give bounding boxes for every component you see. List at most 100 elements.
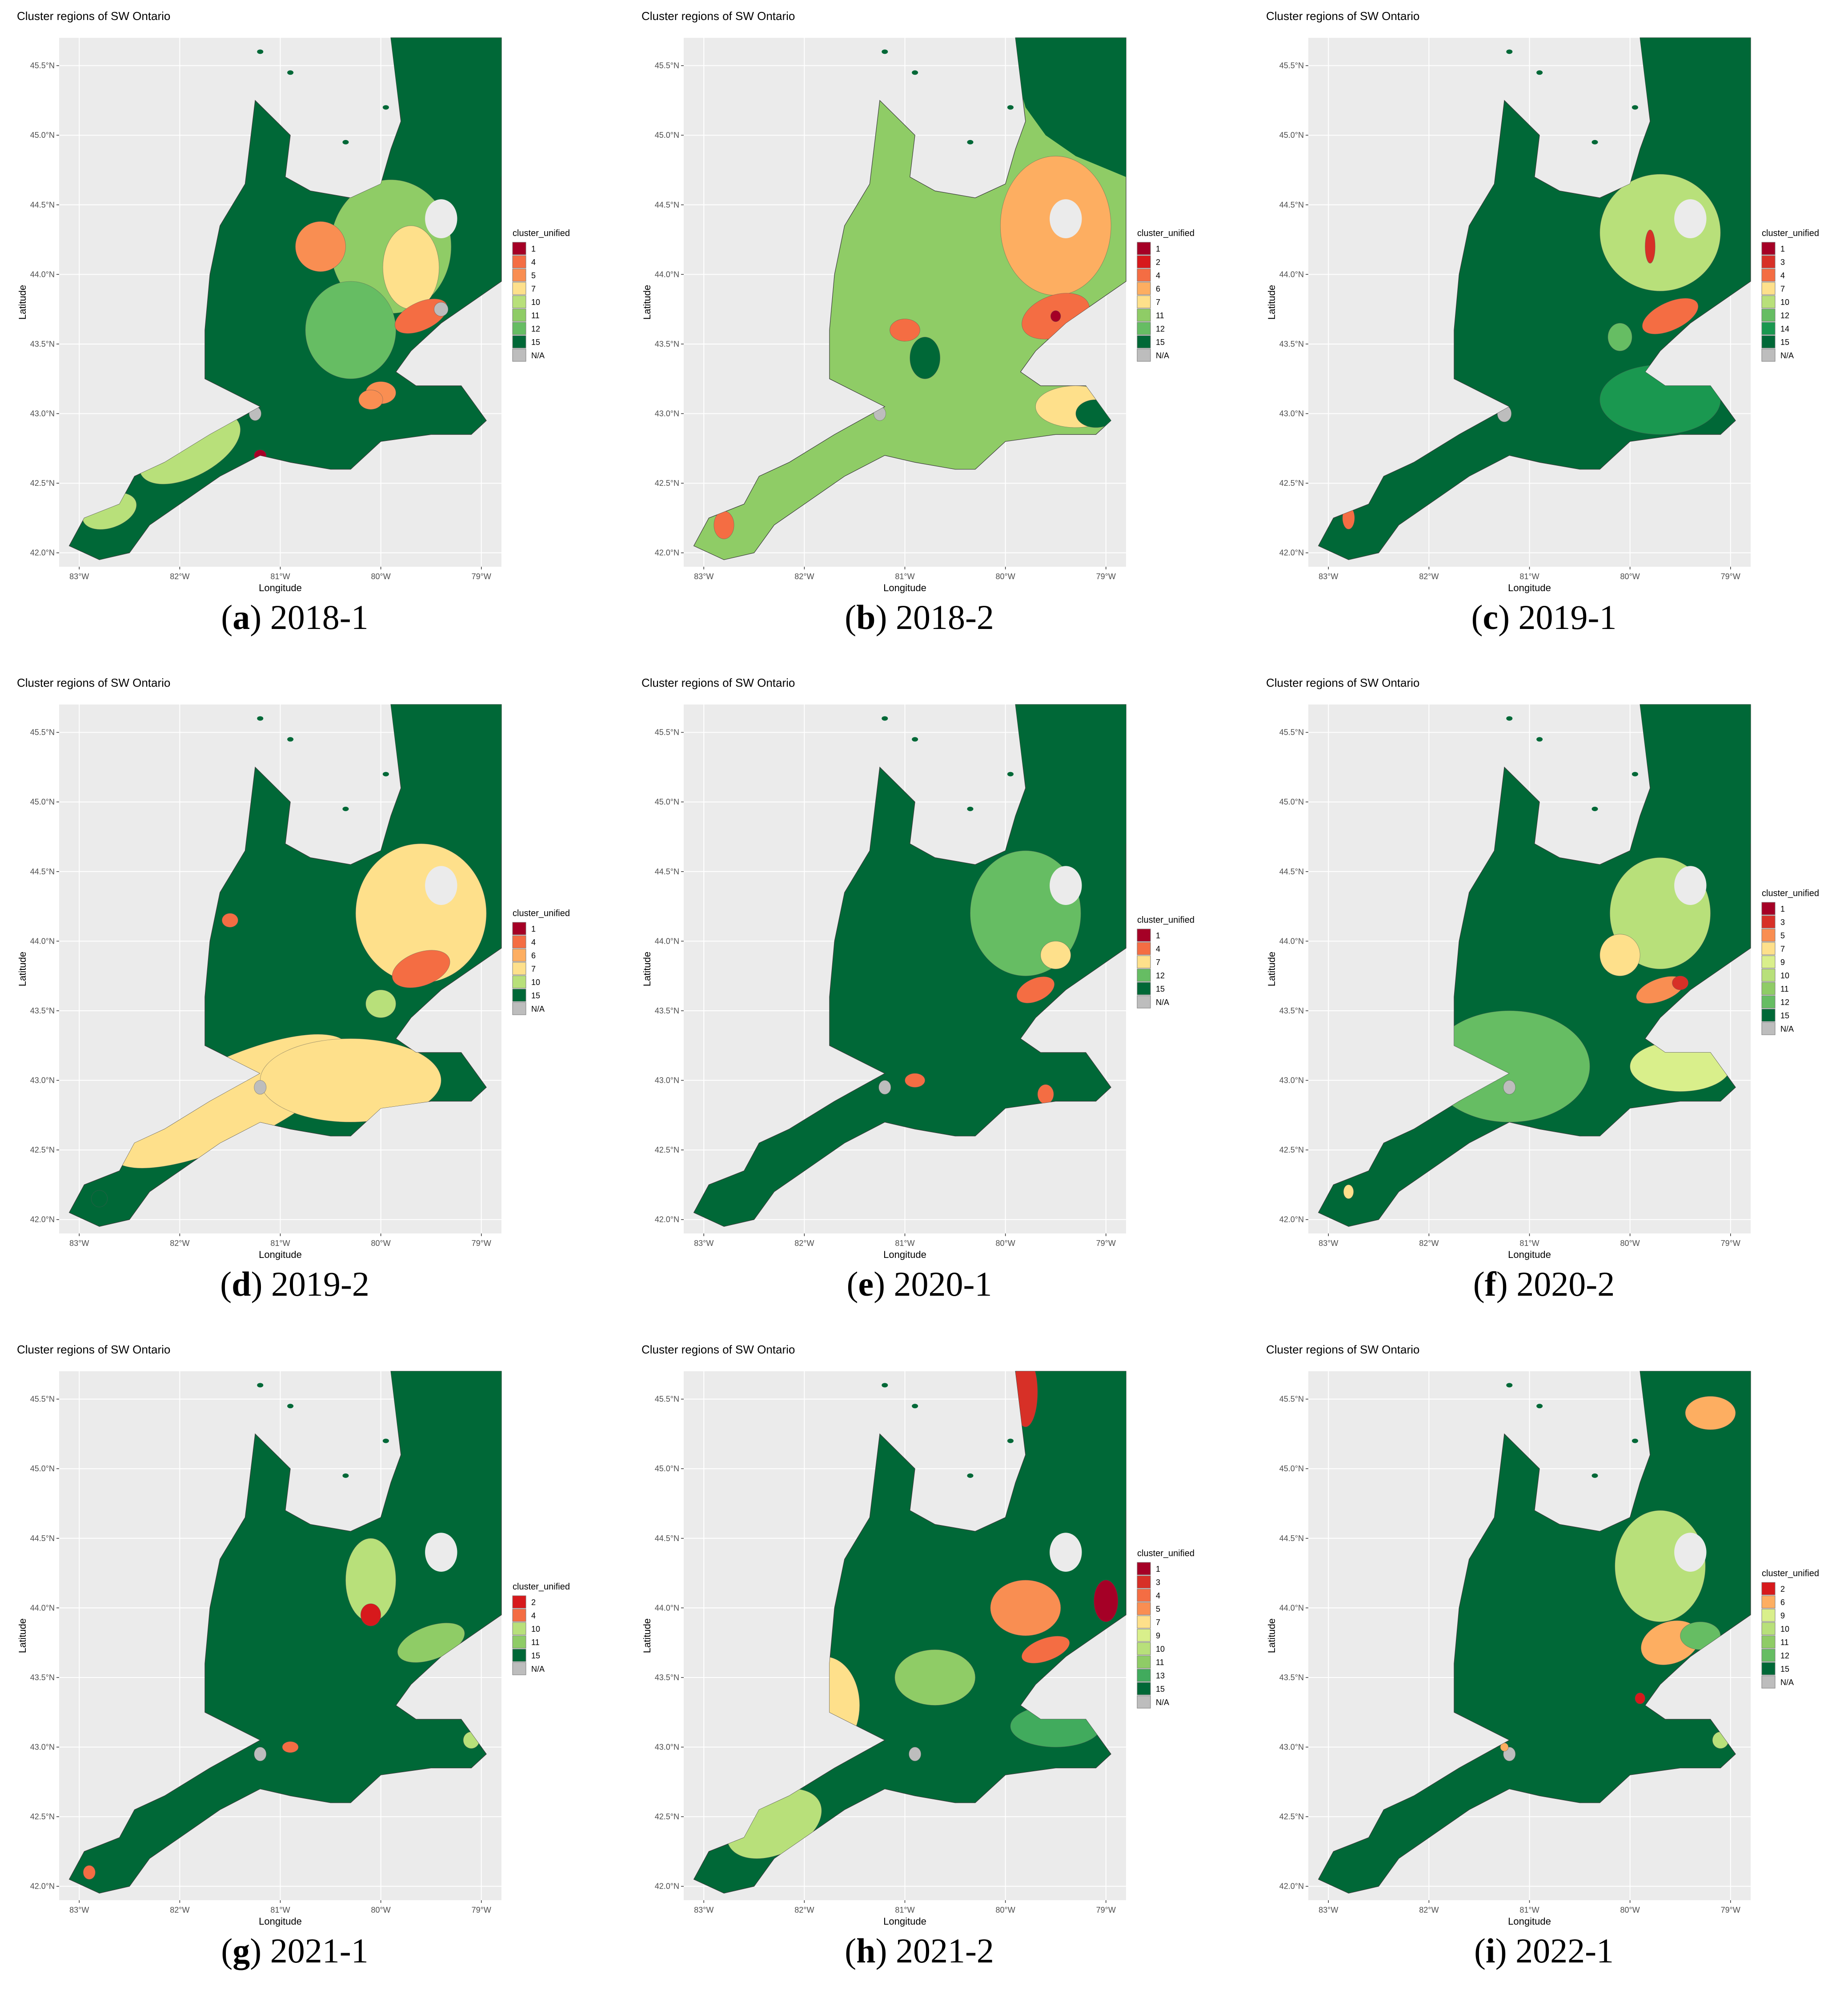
cluster-region-5 xyxy=(358,389,383,410)
cluster-region-2 xyxy=(361,1603,381,1626)
island xyxy=(1007,1438,1014,1443)
legend-swatch xyxy=(1761,1635,1776,1649)
island xyxy=(1506,1383,1513,1388)
legend-label: N/A xyxy=(531,1665,545,1674)
y-axis-title: Latitude xyxy=(641,285,653,320)
legend-label: 15 xyxy=(1780,1011,1789,1020)
cluster-region-12 xyxy=(1607,323,1632,351)
legend-label: N/A xyxy=(1156,1698,1169,1707)
legend-swatch xyxy=(1137,1655,1151,1669)
island xyxy=(382,105,389,110)
cluster-region-10 xyxy=(365,989,396,1018)
legend-label: 7 xyxy=(1156,958,1160,967)
y-axis-title: Latitude xyxy=(1266,285,1277,320)
y-axis-title: Latitude xyxy=(17,952,28,986)
cluster-region-4 xyxy=(1037,1084,1054,1105)
legend-label: 15 xyxy=(1156,338,1165,347)
y-tick-label: 42.5°N xyxy=(30,1812,55,1821)
x-axis-ticks: 83°W 82°W 81°W 80°W 79°W xyxy=(1319,1233,1740,1248)
panel-title: Cluster regions of SW Ontario xyxy=(17,676,170,689)
cluster-region-7 xyxy=(382,225,440,310)
y-axis-title: Latitude xyxy=(1266,1618,1277,1653)
legend-label: 11 xyxy=(531,311,540,320)
legend-title: cluster_unified xyxy=(1762,228,1819,238)
legend: cluster_unified 1 4 7 12 15 N/A xyxy=(1137,915,1195,1009)
y-tick-label: 42.5°N xyxy=(30,479,55,488)
legend-swatch xyxy=(1761,1662,1776,1675)
island xyxy=(1007,105,1014,110)
cluster-region-7 xyxy=(1599,934,1640,977)
legend-swatch xyxy=(1761,1022,1776,1035)
x-tick-label: 82°W xyxy=(170,1906,189,1914)
y-tick-label: 44.5°N xyxy=(655,867,679,876)
legend-title: cluster_unified xyxy=(1137,915,1195,925)
x-axis-ticks: 83°W 82°W 81°W 80°W 79°W xyxy=(1319,1900,1740,1914)
legend-label: 11 xyxy=(1156,1658,1164,1667)
x-tick-label: 81°W xyxy=(270,1906,290,1914)
legend-swatch xyxy=(512,962,526,975)
y-axis-ticks: 42.0°N 42.5°N 43.0°N 43.5°N 44.0°N 44.5°N 45.0… xyxy=(655,728,684,1224)
legend-label: 11 xyxy=(1156,311,1164,320)
island xyxy=(1591,1473,1598,1478)
x-axis-title: Longitude xyxy=(1508,582,1551,593)
legend-swatch xyxy=(1761,915,1776,929)
y-axis-ticks: 42.0°N 42.5°N 43.0°N 43.5°N 44.0°N 44.5°N 45.0… xyxy=(1279,1395,1308,1891)
legend-swatch xyxy=(1137,242,1151,255)
cluster-region-NA xyxy=(434,302,449,316)
island xyxy=(1632,772,1638,777)
y-tick-label: 44.0°N xyxy=(30,270,55,279)
legend-label: 2 xyxy=(531,1598,536,1607)
legend-swatch xyxy=(1137,982,1151,995)
island xyxy=(967,1473,974,1478)
legend-label: 4 xyxy=(531,938,536,947)
panel-caption: (h) 2021-2 xyxy=(845,1931,994,1970)
y-tick-label: 43.5°N xyxy=(1279,340,1304,348)
legend-swatch xyxy=(1761,295,1776,308)
legend-swatch xyxy=(1761,929,1776,942)
legend-label: 7 xyxy=(531,965,536,973)
y-tick-label: 42.5°N xyxy=(1279,479,1304,488)
legend-swatch xyxy=(512,322,526,335)
x-tick-label: 82°W xyxy=(794,1906,814,1914)
island xyxy=(912,1404,918,1409)
y-tick-label: 45.0°N xyxy=(30,1464,55,1473)
shield-region xyxy=(381,38,501,177)
legend-label: 13 xyxy=(1156,1671,1165,1680)
y-tick-label: 43.5°N xyxy=(655,1006,679,1015)
y-tick-label: 42.0°N xyxy=(655,1882,679,1891)
map-panel-c: Cluster regions of SW Ontario 83°W 82°W 81°… xyxy=(1266,9,1819,637)
legend-label: 10 xyxy=(1156,1645,1165,1654)
x-tick-label: 80°W xyxy=(1620,1239,1640,1248)
caption-period: 2019-2 xyxy=(271,1265,369,1303)
x-tick-label: 81°W xyxy=(895,1906,914,1914)
panel-title: Cluster regions of SW Ontario xyxy=(1266,1343,1419,1356)
legend: cluster_unified 1 4 5 7 10 11 12 15 N/A xyxy=(512,228,570,362)
legend-swatch xyxy=(512,348,526,362)
legend-swatch xyxy=(512,282,526,295)
x-tick-label: 83°W xyxy=(1319,1906,1338,1914)
caption-period: 2022-1 xyxy=(1515,1931,1614,1970)
y-tick-label: 44.5°N xyxy=(1279,200,1304,209)
y-tick-label: 45.0°N xyxy=(30,797,55,806)
legend-label: 15 xyxy=(1156,985,1165,993)
y-tick-label: 42.0°N xyxy=(1279,1215,1304,1224)
legend-swatch xyxy=(1137,1695,1151,1709)
legend-swatch xyxy=(1137,268,1151,282)
y-tick-label: 43.0°N xyxy=(30,409,55,418)
legend-swatch xyxy=(1761,348,1776,362)
y-tick-label: 42.0°N xyxy=(655,1215,679,1224)
island xyxy=(1536,737,1543,742)
x-tick-label: 82°W xyxy=(1419,572,1439,581)
x-tick-label: 79°W xyxy=(1721,1239,1740,1248)
legend-label: 1 xyxy=(1780,905,1785,913)
y-tick-label: 44.0°N xyxy=(655,937,679,945)
caption-period: 2021-2 xyxy=(896,1931,994,1970)
legend-swatch xyxy=(512,308,526,322)
legend-swatch xyxy=(512,242,526,255)
x-axis-title: Longitude xyxy=(883,1249,926,1260)
x-axis-ticks: 83°W 82°W 81°W 80°W 79°W xyxy=(694,1900,1116,1914)
legend-label: 4 xyxy=(1780,271,1785,280)
lake-simcoe xyxy=(1674,199,1707,238)
x-tick-label: 82°W xyxy=(170,572,189,581)
legend-swatch xyxy=(1761,322,1776,335)
